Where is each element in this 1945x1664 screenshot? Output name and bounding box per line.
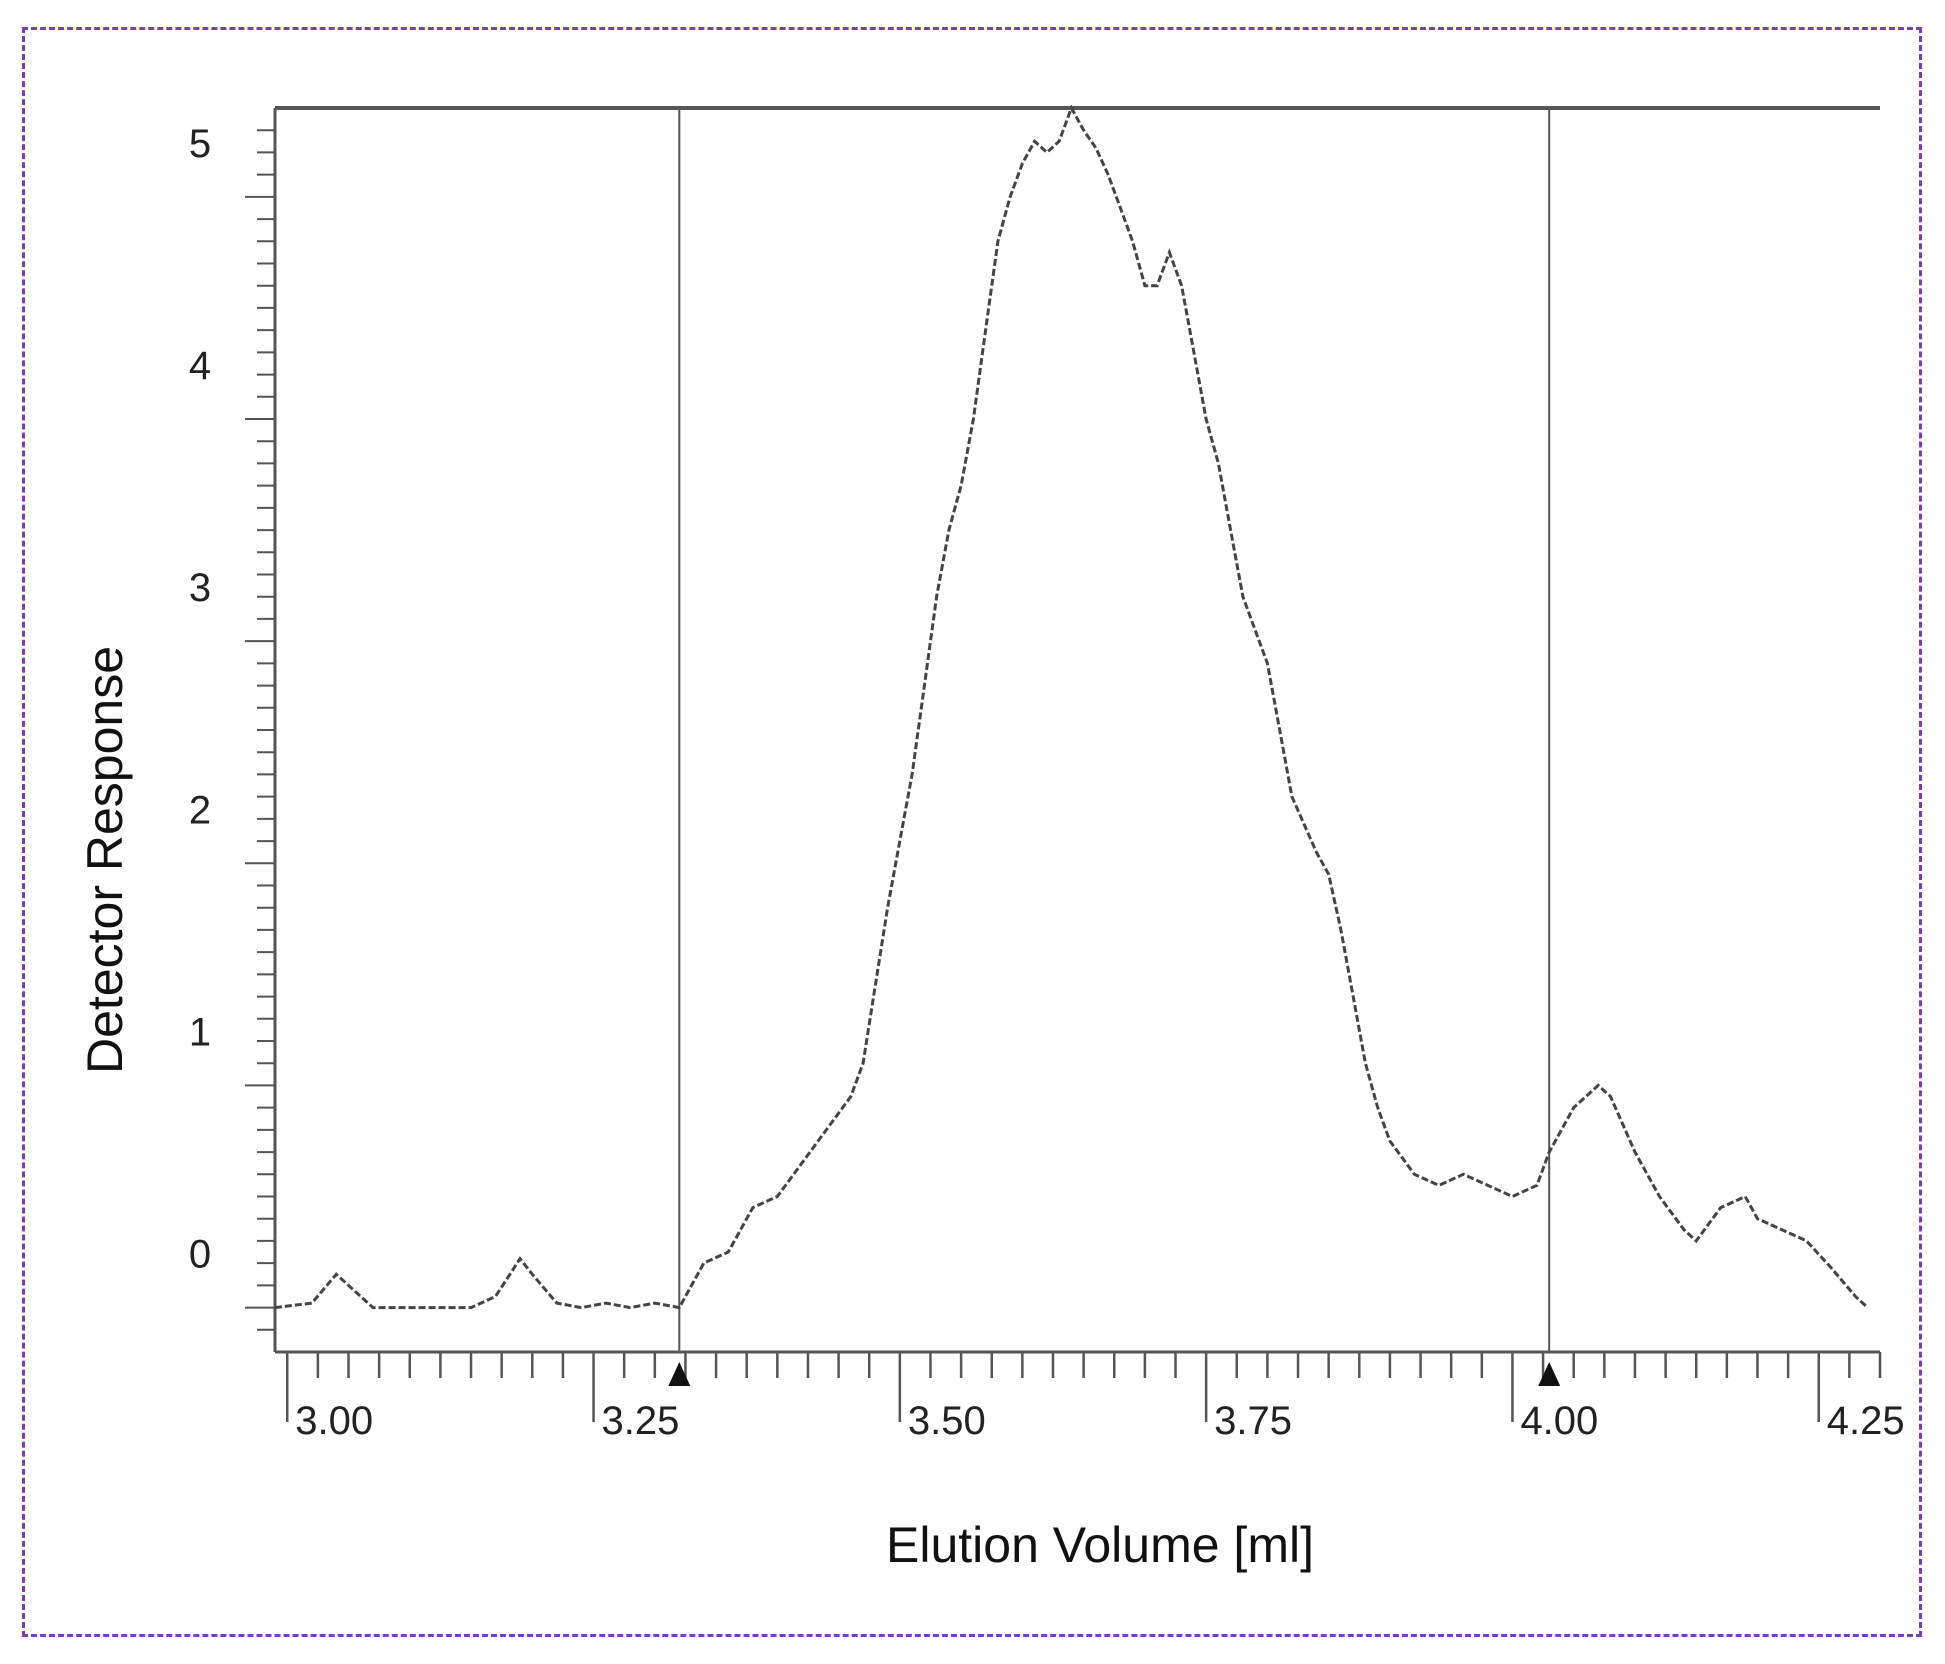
x-tick-label: 4.00	[1520, 1399, 1598, 1443]
x-tick-label: 4.25	[1827, 1399, 1905, 1443]
x-tick-label: 3.25	[602, 1399, 680, 1443]
y-tick-label: 1	[189, 1010, 211, 1054]
y-tick-label: 4	[189, 344, 211, 388]
figure-frame	[22, 27, 1922, 1637]
x-axis-label: Elution Volume [ml]	[886, 1517, 1314, 1573]
integration-limit-marker	[1538, 1362, 1561, 1386]
x-tick-label: 3.75	[1214, 1399, 1292, 1443]
y-tick-label: 5	[189, 122, 211, 166]
integration-limit-marker	[668, 1362, 691, 1386]
y-tick-label: 3	[189, 566, 211, 610]
chromatogram-trace	[274, 104, 1869, 1310]
y-tick-label: 0	[189, 1233, 211, 1277]
y-axis-label: Detector Response	[77, 646, 133, 1074]
y-tick-label: 2	[189, 788, 211, 832]
x-tick-label: 3.00	[295, 1399, 373, 1443]
x-tick-label: 3.50	[908, 1399, 986, 1443]
